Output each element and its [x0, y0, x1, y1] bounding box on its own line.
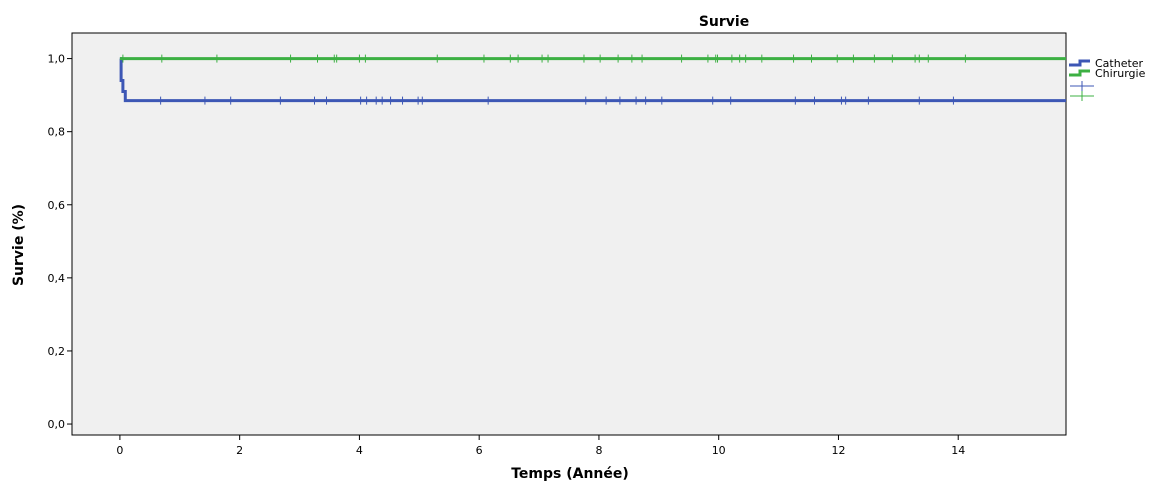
y-tick-label: 0,2 [48, 345, 66, 358]
y-tick-label: 0,8 [48, 126, 66, 139]
legend-label-chirurgie: Chirurgie [1095, 67, 1146, 80]
y-tick-label: 0,0 [48, 418, 66, 431]
y-tick-label: 0,6 [48, 199, 66, 212]
y-tick-label: 1,0 [48, 53, 66, 66]
x-tick-label: 2 [236, 444, 243, 457]
x-axis-title: Temps (Année) [511, 466, 629, 482]
x-tick-label: 0 [116, 444, 123, 457]
y-axis-title: Survie (%) [11, 204, 27, 286]
x-tick-label: 12 [831, 444, 845, 457]
x-tick-label: 8 [595, 444, 602, 457]
x-axis: 0 2 4 6 8 10 12 14 [116, 435, 965, 457]
y-tick-label: 0,4 [48, 272, 66, 285]
x-tick-label: 14 [951, 444, 965, 457]
legend-censor-chirurgie [1070, 91, 1094, 101]
y-axis: 0,0 0,2 0,4 0,6 0,8 1,0 [48, 53, 73, 431]
chart-title: Survie [699, 14, 749, 30]
legend-swatch-chirurgie [1069, 71, 1090, 75]
legend-swatch-catheter [1069, 61, 1090, 65]
x-tick-label: 6 [476, 444, 483, 457]
plot-area [72, 33, 1066, 435]
x-tick-label: 10 [712, 444, 726, 457]
legend-censor-catheter [1070, 81, 1094, 91]
x-tick-label: 4 [356, 444, 363, 457]
